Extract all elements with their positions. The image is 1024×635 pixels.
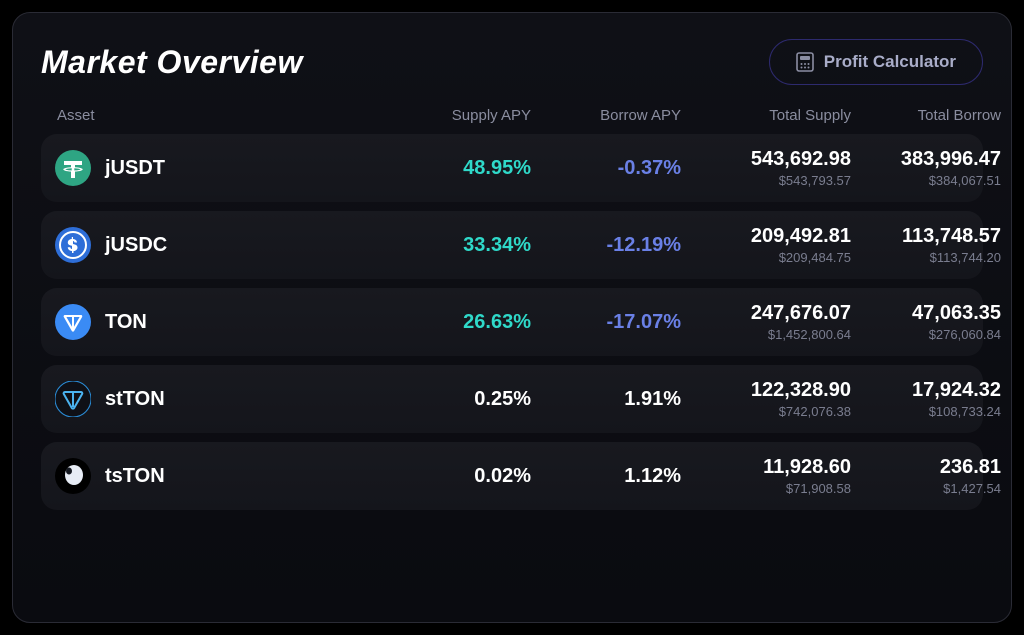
asset-cell: jUSDC bbox=[51, 227, 391, 263]
total-borrow-cell: 17,924.32 $108,733.24 bbox=[851, 379, 1001, 419]
asset-symbol: stTON bbox=[105, 388, 165, 411]
supply-apy-cell: 48.95% bbox=[391, 157, 531, 180]
supply-apy-cell: 33.34% bbox=[391, 234, 531, 257]
col-total-borrow: Total Borrow bbox=[851, 107, 1001, 124]
asset-cell: jUSDT bbox=[51, 150, 391, 186]
token-icon bbox=[55, 381, 91, 417]
total-borrow-amount: 236.81 bbox=[940, 456, 1001, 479]
table-header: Asset Supply APY Borrow APY Total Supply… bbox=[41, 107, 983, 134]
total-borrow-amount: 47,063.35 bbox=[912, 302, 1001, 325]
total-borrow-cell: 47,063.35 $276,060.84 bbox=[851, 302, 1001, 342]
profit-calculator-label: Profit Calculator bbox=[824, 52, 956, 72]
token-icon bbox=[55, 227, 91, 263]
calculator-icon bbox=[796, 52, 814, 72]
token-icon bbox=[55, 150, 91, 186]
total-supply-amount: 247,676.07 bbox=[751, 302, 851, 325]
asset-symbol: TON bbox=[105, 311, 147, 334]
total-borrow-usd: $276,060.84 bbox=[929, 327, 1001, 342]
total-borrow-amount: 17,924.32 bbox=[912, 379, 1001, 402]
borrow-apy-cell: 1.91% bbox=[531, 388, 681, 411]
total-supply-usd: $742,076.38 bbox=[779, 404, 851, 419]
total-supply-cell: 209,492.81 $209,484.75 bbox=[681, 225, 851, 265]
panel-header: Market Overview Profit Calculator bbox=[41, 39, 983, 85]
borrow-apy-cell: -17.07% bbox=[531, 311, 681, 334]
col-supply-apy: Supply APY bbox=[391, 107, 531, 124]
col-asset: Asset bbox=[51, 107, 391, 124]
total-supply-cell: 543,692.98 $543,793.57 bbox=[681, 148, 851, 188]
borrow-apy-cell: -12.19% bbox=[531, 234, 681, 257]
table-row[interactable]: TON 26.63% -17.07% 247,676.07 $1,452,800… bbox=[41, 288, 983, 356]
asset-cell: TON bbox=[51, 304, 391, 340]
total-borrow-usd: $384,067.51 bbox=[929, 173, 1001, 188]
col-borrow-apy: Borrow APY bbox=[531, 107, 681, 124]
total-supply-amount: 209,492.81 bbox=[751, 225, 851, 248]
total-borrow-cell: 236.81 $1,427.54 bbox=[851, 456, 1001, 496]
token-icon bbox=[55, 458, 91, 494]
profit-calculator-button[interactable]: Profit Calculator bbox=[769, 39, 983, 85]
supply-apy-cell: 0.25% bbox=[391, 388, 531, 411]
total-supply-usd: $71,908.58 bbox=[786, 481, 851, 496]
token-icon bbox=[55, 304, 91, 340]
total-supply-cell: 247,676.07 $1,452,800.64 bbox=[681, 302, 851, 342]
total-borrow-usd: $108,733.24 bbox=[929, 404, 1001, 419]
asset-symbol: tsTON bbox=[105, 465, 165, 488]
table-body: jUSDT 48.95% -0.37% 543,692.98 $543,793.… bbox=[41, 134, 983, 510]
supply-apy-cell: 26.63% bbox=[391, 311, 531, 334]
table-row[interactable]: jUSDT 48.95% -0.37% 543,692.98 $543,793.… bbox=[41, 134, 983, 202]
col-total-supply: Total Supply bbox=[681, 107, 851, 124]
total-supply-usd: $1,452,800.64 bbox=[768, 327, 851, 342]
total-supply-cell: 11,928.60 $71,908.58 bbox=[681, 456, 851, 496]
total-supply-usd: $209,484.75 bbox=[779, 250, 851, 265]
total-borrow-amount: 113,748.57 bbox=[902, 225, 1001, 248]
asset-cell: tsTON bbox=[51, 458, 391, 494]
asset-symbol: jUSDC bbox=[105, 234, 167, 257]
asset-symbol: jUSDT bbox=[105, 157, 165, 180]
borrow-apy-cell: 1.12% bbox=[531, 465, 681, 488]
page-title: Market Overview bbox=[41, 44, 303, 81]
total-supply-usd: $543,793.57 bbox=[779, 173, 851, 188]
borrow-apy-cell: -0.37% bbox=[531, 157, 681, 180]
total-borrow-cell: 113,748.57 $113,744.20 bbox=[851, 225, 1001, 265]
market-overview-panel: Market Overview Profit Calculator Asset … bbox=[12, 12, 1012, 623]
table-row[interactable]: stTON 0.25% 1.91% 122,328.90 $742,076.38… bbox=[41, 365, 983, 433]
supply-apy-cell: 0.02% bbox=[391, 465, 531, 488]
total-borrow-amount: 383,996.47 bbox=[901, 148, 1001, 171]
total-supply-amount: 543,692.98 bbox=[751, 148, 851, 171]
table-row[interactable]: tsTON 0.02% 1.12% 11,928.60 $71,908.58 2… bbox=[41, 442, 983, 510]
total-borrow-usd: $113,744.20 bbox=[930, 250, 1001, 265]
table-row[interactable]: jUSDC 33.34% -12.19% 209,492.81 $209,484… bbox=[41, 211, 983, 279]
total-supply-amount: 11,928.60 bbox=[763, 456, 851, 479]
total-borrow-cell: 383,996.47 $384,067.51 bbox=[851, 148, 1001, 188]
total-supply-cell: 122,328.90 $742,076.38 bbox=[681, 379, 851, 419]
total-borrow-usd: $1,427.54 bbox=[943, 481, 1001, 496]
total-supply-amount: 122,328.90 bbox=[751, 379, 851, 402]
asset-cell: stTON bbox=[51, 381, 391, 417]
